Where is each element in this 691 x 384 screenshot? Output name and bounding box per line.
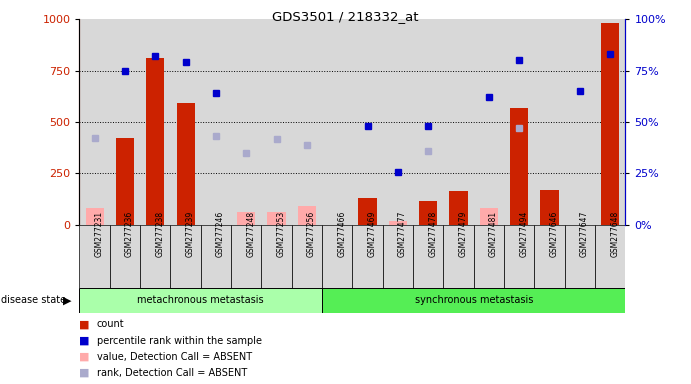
Text: GSM277646: GSM277646: [549, 211, 558, 257]
Text: GSM277481: GSM277481: [489, 211, 498, 257]
Bar: [140, 225, 171, 288]
Text: GSM277648: GSM277648: [610, 211, 619, 257]
Bar: [595, 225, 625, 288]
Text: ▶: ▶: [64, 295, 72, 305]
Bar: [79, 19, 110, 225]
Text: count: count: [97, 319, 124, 329]
Text: GSM277231: GSM277231: [95, 211, 104, 257]
Text: GSM277253: GSM277253: [276, 211, 285, 257]
Text: GSM277239: GSM277239: [186, 211, 195, 257]
Bar: [510, 108, 529, 225]
Text: GSM277478: GSM277478: [428, 211, 437, 257]
Bar: [110, 19, 140, 225]
Text: ■: ■: [79, 352, 90, 362]
Bar: [231, 19, 261, 225]
Bar: [231, 225, 261, 288]
Bar: [201, 225, 231, 288]
Bar: [565, 19, 595, 225]
Text: ■: ■: [79, 336, 90, 346]
Bar: [601, 23, 619, 225]
Bar: [267, 212, 285, 225]
Bar: [534, 225, 565, 288]
Text: GSM277238: GSM277238: [155, 211, 164, 257]
Bar: [237, 212, 256, 225]
Bar: [171, 225, 201, 288]
Bar: [419, 201, 437, 225]
Bar: [322, 19, 352, 225]
Bar: [261, 19, 292, 225]
Text: GSM277647: GSM277647: [580, 211, 589, 257]
Bar: [413, 19, 444, 225]
Bar: [359, 198, 377, 225]
Bar: [140, 19, 171, 225]
Text: synchronous metastasis: synchronous metastasis: [415, 295, 533, 306]
Bar: [352, 19, 383, 225]
Text: ■: ■: [79, 368, 90, 378]
Text: disease state: disease state: [1, 295, 66, 305]
Bar: [504, 225, 534, 288]
Bar: [79, 288, 322, 313]
Bar: [534, 19, 565, 225]
Bar: [298, 206, 316, 225]
Text: GSM277477: GSM277477: [398, 211, 407, 257]
Bar: [352, 225, 383, 288]
Bar: [383, 225, 413, 288]
Text: GSM277256: GSM277256: [307, 211, 316, 257]
Bar: [322, 288, 625, 313]
Bar: [292, 19, 322, 225]
Bar: [201, 19, 231, 225]
Text: GSM277469: GSM277469: [368, 211, 377, 257]
Text: ■: ■: [79, 319, 90, 329]
Bar: [146, 58, 164, 225]
Bar: [474, 225, 504, 288]
Bar: [389, 220, 407, 225]
Text: value, Detection Call = ABSENT: value, Detection Call = ABSENT: [97, 352, 252, 362]
Bar: [444, 19, 474, 225]
Text: GSM277236: GSM277236: [125, 211, 134, 257]
Bar: [413, 225, 444, 288]
Text: GSM277466: GSM277466: [337, 211, 346, 257]
Text: percentile rank within the sample: percentile rank within the sample: [97, 336, 262, 346]
Text: rank, Detection Call = ABSENT: rank, Detection Call = ABSENT: [97, 368, 247, 378]
Bar: [110, 225, 140, 288]
Bar: [474, 19, 504, 225]
Text: GSM277479: GSM277479: [459, 211, 468, 257]
Bar: [504, 19, 534, 225]
Bar: [595, 19, 625, 225]
Bar: [79, 225, 110, 288]
Bar: [116, 138, 134, 225]
Text: metachronous metastasis: metachronous metastasis: [138, 295, 264, 306]
Bar: [322, 225, 352, 288]
Text: GSM277248: GSM277248: [246, 211, 255, 257]
Bar: [565, 225, 595, 288]
Bar: [383, 19, 413, 225]
Text: GSM277494: GSM277494: [519, 211, 528, 257]
Bar: [261, 225, 292, 288]
Bar: [540, 190, 558, 225]
Bar: [292, 225, 322, 288]
Bar: [444, 225, 474, 288]
Bar: [480, 208, 498, 225]
Bar: [449, 191, 468, 225]
Text: GSM277246: GSM277246: [216, 211, 225, 257]
Bar: [86, 208, 104, 225]
Text: GDS3501 / 218332_at: GDS3501 / 218332_at: [272, 10, 419, 23]
Bar: [176, 103, 195, 225]
Bar: [171, 19, 201, 225]
